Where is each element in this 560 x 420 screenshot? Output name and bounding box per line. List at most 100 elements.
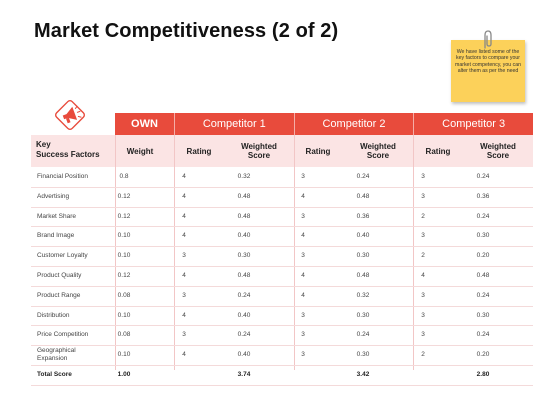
total-label: Total Score (37, 371, 72, 378)
weight-cell: 0.10 (117, 311, 131, 319)
c1-score-cell: 0.40 (237, 351, 251, 359)
c1-rating-cell: 4 (182, 212, 186, 220)
row-divider (31, 325, 533, 327)
c1-score-cell: 0.40 (237, 311, 251, 319)
c3-rating-cell: 3 (421, 232, 425, 240)
row-divider (31, 206, 533, 208)
c2-rating-cell: 4 (301, 232, 305, 240)
table-row: Brand Image 0.10 4 0.40 4 0.40 3 0.30 (31, 226, 533, 246)
factor-label: Market Share (37, 212, 77, 220)
row-divider (31, 246, 533, 248)
factor-label: Financial Position (37, 173, 88, 180)
c1-rating-cell: 4 (182, 311, 186, 319)
c2-score-cell: 0.30 (356, 351, 370, 359)
c2-rating-cell: 3 (301, 311, 305, 319)
c1-score-cell: 0.32 (237, 173, 251, 180)
c1-score-cell: 0.24 (237, 291, 251, 299)
weight-cell: 0.8 (119, 173, 129, 180)
c2-score-cell: 0.36 (356, 212, 370, 220)
row-divider (31, 345, 533, 347)
c2-rating-cell: 3 (301, 173, 305, 180)
row-divider (31, 186, 533, 188)
c3-rating-cell: 2 (421, 212, 425, 220)
row-divider (31, 365, 533, 366)
table-row: Product Range 0.08 3 0.24 4 0.32 3 0.24 (31, 286, 533, 306)
table-subheader (31, 135, 533, 167)
weight-cell: 0.12 (117, 272, 131, 279)
c1-score-cell: 0.48 (237, 212, 251, 220)
c3-rating-cell: 3 (421, 173, 425, 180)
column-divider (294, 135, 295, 370)
total-row: Total Score 1.00 3.74 3.42 2.80 (31, 365, 533, 385)
c3-rating-cell: 4 (421, 272, 425, 279)
factor-label: Customer Loyalty (37, 252, 88, 260)
c3-score-header-l1: Weighted (480, 142, 516, 151)
factor-label: Product Quality (37, 272, 82, 279)
page-title: Market Competitiveness (2 of 2) (34, 20, 339, 42)
c2-score-header-l1: Weighted (360, 142, 396, 151)
sticky-note-text: We have listed some of the key factors t… (455, 49, 521, 74)
row-divider (31, 285, 533, 287)
c1-score-header-l1: Weighted (241, 142, 277, 151)
table-row: Market Share 0.12 4 0.48 3 0.36 2 0.24 (31, 207, 533, 227)
c3-score-cell: 0.36 (476, 192, 490, 200)
c2-score-cell: 0.48 (356, 192, 370, 200)
c1-rating-cell: 3 (182, 252, 186, 260)
row-divider (31, 384, 533, 386)
c2-score-cell: 0.48 (356, 272, 370, 279)
factor-label: Product Range (37, 291, 81, 299)
factor-label: Advertising (37, 192, 70, 200)
c3-score-header: Weighted Score (473, 142, 523, 160)
c3-score-cell: 0.24 (476, 212, 490, 220)
row-divider (31, 305, 533, 307)
weight-cell: 0.10 (117, 351, 131, 359)
c2-rating-cell: 4 (301, 272, 305, 279)
weight-cell: 0.12 (117, 192, 131, 200)
c3-rating-cell: 3 (421, 291, 425, 299)
factor-label: Brand Image (37, 232, 75, 240)
table-header-bar: OWN Competitor 1 Competitor 2 Competitor… (115, 113, 533, 135)
c1-rating-cell: 3 (182, 291, 186, 299)
factor-label: Geographical Expansion (37, 347, 76, 363)
c2-rating-cell: 3 (301, 252, 305, 260)
weight-cell: 0.08 (117, 291, 131, 299)
row-divider (31, 226, 533, 228)
c3-score-cell: 0.20 (476, 351, 490, 359)
table-row: Product Quality 0.12 4 0.48 4 0.48 4 0.48 (31, 266, 533, 286)
c2-rating-cell: 3 (301, 212, 305, 220)
weight-cell: 0.08 (117, 331, 131, 339)
factor-label: Distribution (37, 311, 70, 319)
c3-score-cell: 0.48 (476, 272, 490, 279)
c2-score-cell: 0.24 (356, 173, 370, 180)
c2-score-header-l2: Score (366, 151, 390, 160)
column-divider (413, 135, 414, 370)
key-label-line1: Key (36, 140, 51, 149)
weight-cell: 0.10 (117, 252, 131, 260)
c3-rating-cell: 2 (421, 252, 425, 260)
c1-score-cell: 3.74 (237, 371, 251, 378)
c1-score-cell: 0.24 (237, 331, 251, 339)
table-row: Financial Position 0.8 4 0.32 3 0.24 3 0.24 (31, 167, 533, 187)
c3-score-cell: 0.20 (476, 252, 490, 260)
c2-score-cell: 0.24 (356, 331, 370, 339)
c3-score-cell: 2.80 (476, 371, 490, 378)
c3-score-cell: 0.24 (476, 331, 490, 339)
c1-rating-cell: 4 (182, 173, 186, 180)
c2-score-cell: 3.42 (356, 371, 370, 378)
table-row: Distribution 0.10 4 0.40 3 0.30 3 0.30 (31, 306, 533, 326)
c2-rating-cell: 4 (301, 192, 305, 200)
c1-score-cell: 0.48 (237, 192, 251, 200)
c3-score-cell: 0.24 (476, 173, 490, 180)
megaphone-icon (54, 99, 86, 131)
factor-label: Price Competition (37, 331, 89, 339)
c3-score-header-l2: Score (486, 151, 510, 160)
c3-rating-cell: 3 (421, 192, 425, 200)
c2-rating-header: Rating (305, 147, 331, 156)
column-divider (174, 135, 175, 370)
c1-score-header-l2: Score (247, 151, 271, 160)
sticky-note: We have listed some of the key factors t… (451, 40, 525, 102)
header-competitor-2: Competitor 2 (293, 113, 414, 135)
c3-score-cell: 0.30 (476, 232, 490, 240)
c2-score-header: Weighted Score (353, 142, 403, 160)
c2-rating-cell: 4 (301, 291, 305, 299)
